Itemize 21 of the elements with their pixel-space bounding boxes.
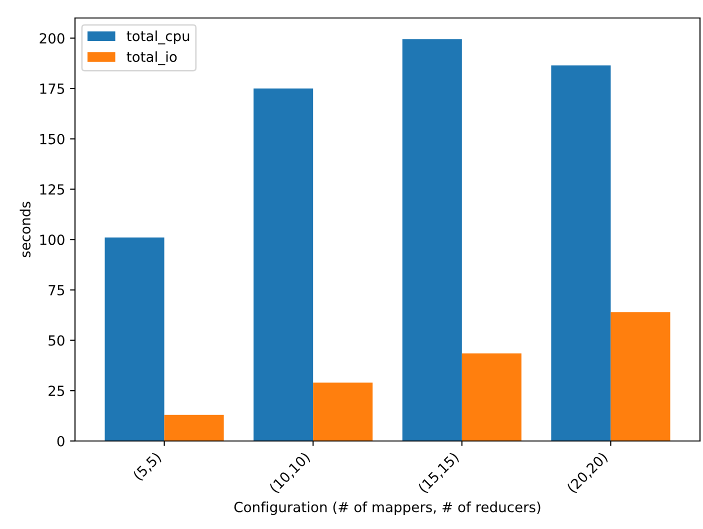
bar — [164, 414, 224, 441]
bar — [551, 65, 611, 441]
bar — [313, 382, 373, 441]
y-tick-label: 25 — [48, 386, 64, 396]
y-tick-label: 150 — [40, 134, 64, 144]
y-tick-label: 100 — [40, 234, 64, 246]
y-axis-title: seconds — [20, 202, 31, 258]
x-axis-title: Configuration (# of mappers, # of reducers) — [234, 502, 540, 516]
bar — [104, 238, 164, 441]
y-tick-label: 175 — [40, 84, 64, 94]
y-tick-label: 200 — [40, 33, 64, 44]
bar — [610, 312, 670, 441]
bar — [254, 88, 314, 441]
legend-label: total_cpu — [126, 30, 190, 44]
y-tick-label: 75 — [48, 285, 64, 296]
y-tick-label: 125 — [40, 184, 64, 195]
legend-label: total_io — [126, 51, 177, 66]
y-tick-label: 50 — [48, 335, 64, 346]
y-tick-label: 0 — [57, 436, 64, 446]
bar — [462, 353, 522, 441]
bar — [402, 39, 462, 441]
